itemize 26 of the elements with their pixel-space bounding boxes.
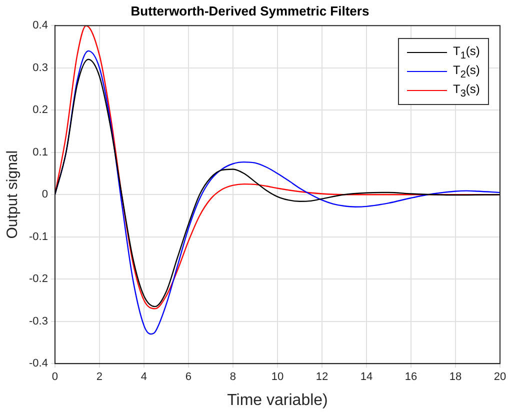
y-tick-label: -0.1	[28, 230, 48, 243]
x-tick-label: 6	[185, 371, 192, 384]
x-tick-label: 14	[360, 371, 373, 384]
x-tick-label: 16	[404, 371, 418, 384]
y-tick-label: 0	[42, 188, 48, 201]
y-tick-label: -0.3	[28, 315, 48, 328]
legend-label: T$_{2}$(s)	[453, 62, 480, 80]
x-tick-label: 12	[316, 371, 328, 384]
y-tick-label: 0.3	[32, 62, 48, 74]
x-tick-label: 18	[449, 371, 462, 384]
x-tick-label: 20	[494, 371, 506, 384]
y-tick-label: 0.4	[32, 20, 48, 32]
legend-label: T$_{1}$(s)	[453, 44, 480, 62]
chart-title: Butterworth-Derived Symmetric Filters	[130, 3, 370, 18]
y-axis-title: Output signal	[4, 150, 22, 239]
x-tick-label: 8	[230, 371, 236, 384]
legend-label: T$_{3}$(s)	[453, 82, 480, 100]
x-tick-label: 4	[140, 371, 148, 384]
y-tick-label: -0.2	[28, 273, 48, 286]
y-tick-label: 0.2	[32, 104, 48, 116]
x-axis-title: Time variable)	[227, 392, 328, 409]
x-tick-label: 0	[52, 371, 58, 384]
x-tick-label: 2	[96, 371, 103, 384]
y-tick-label: -0.4	[28, 358, 48, 370]
x-tick-label: 10	[271, 371, 284, 384]
y-tick-label: 0.1	[32, 146, 48, 158]
